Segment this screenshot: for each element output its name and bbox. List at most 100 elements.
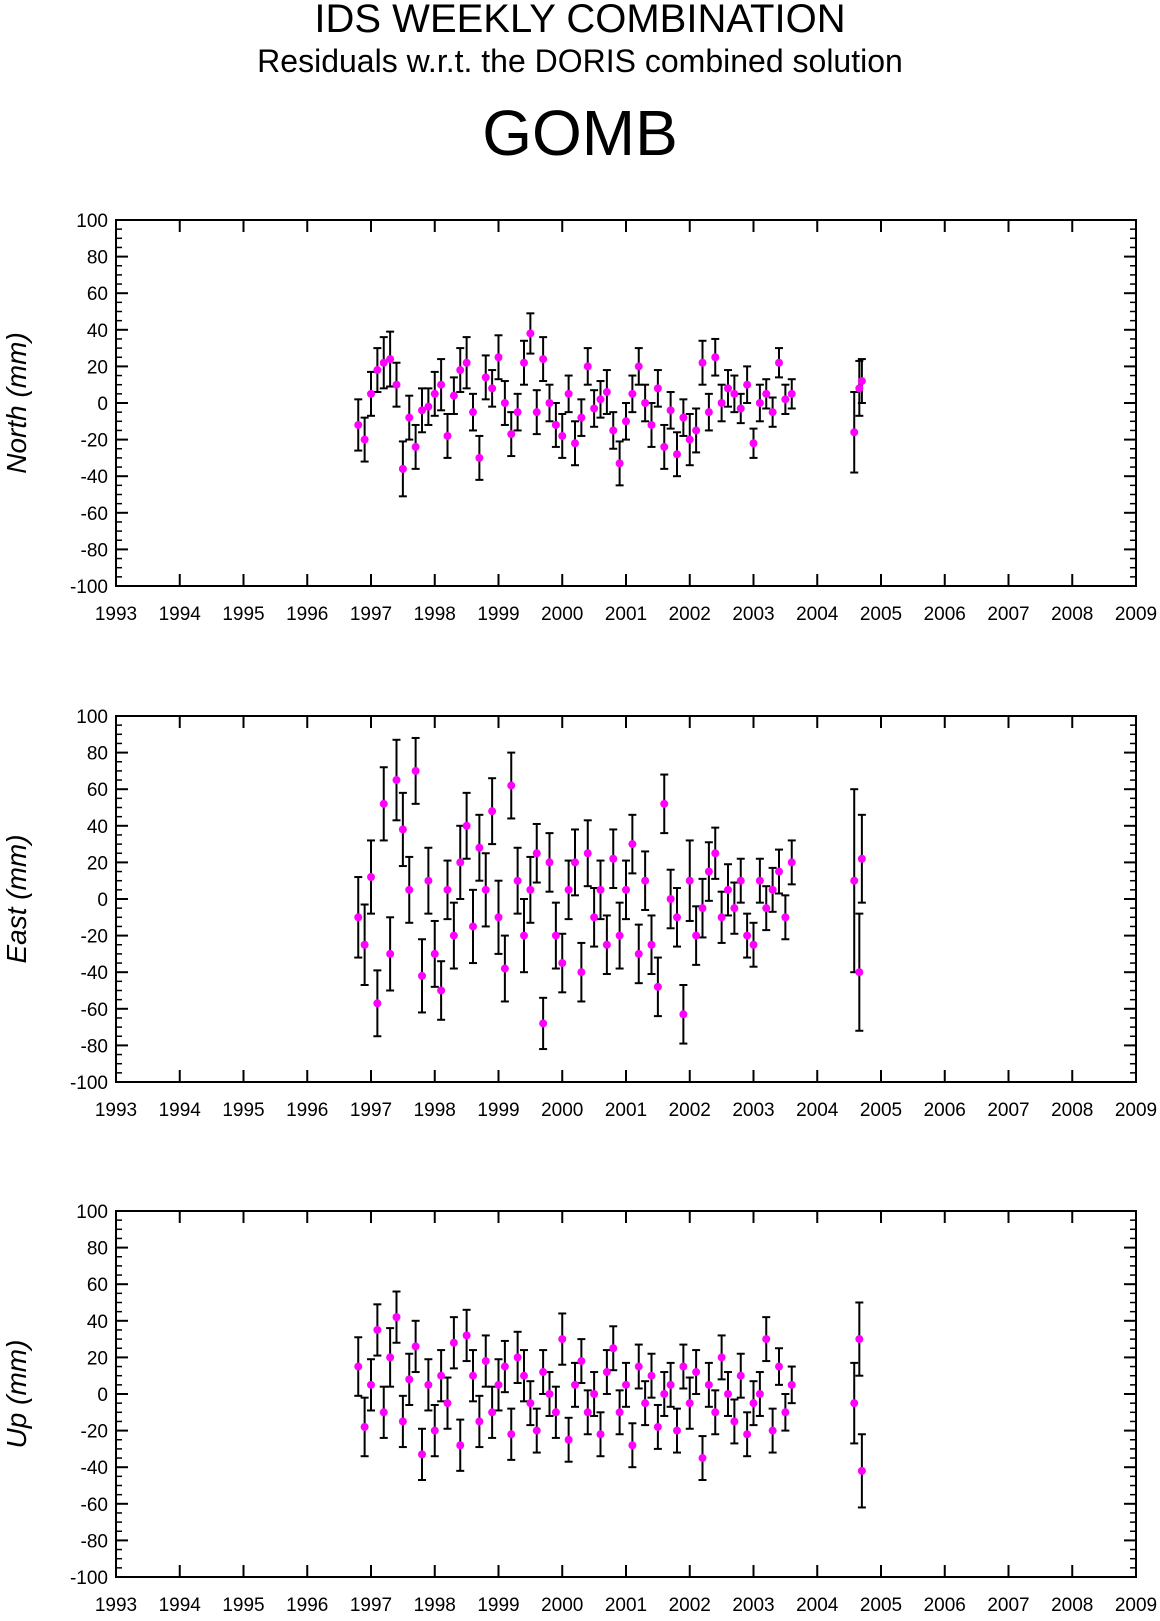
data-point	[762, 389, 771, 398]
data-point	[583, 362, 592, 371]
data-point	[647, 940, 656, 949]
data-point	[405, 885, 414, 894]
data-point	[379, 358, 388, 367]
data-point	[437, 380, 446, 389]
chart-panel-1: 1993 1994 1995 1996 1997 1998 1999 2000 2001 2002…	[1, 707, 1157, 1121]
data-point	[850, 428, 859, 437]
data-point	[386, 1353, 395, 1362]
data-point	[755, 399, 764, 407]
data-point	[673, 450, 681, 459]
y-tick-label: 80	[87, 1239, 108, 1260]
x-tick-label: 2007	[987, 1100, 1029, 1121]
x-tick-label: 1997	[350, 604, 392, 625]
y-tick-label: 40	[87, 817, 108, 838]
data-point	[539, 1019, 548, 1028]
data-point	[596, 395, 605, 404]
data-point	[679, 1010, 688, 1019]
data-point	[692, 426, 701, 435]
data-point	[673, 1426, 681, 1435]
x-tick-label: 2005	[860, 1595, 902, 1616]
x-tick-label: 1995	[222, 1100, 264, 1121]
y-tick-label: 20	[87, 1348, 108, 1369]
data-point	[596, 1430, 605, 1439]
data-point	[717, 1353, 726, 1362]
data-point	[539, 355, 548, 364]
data-point	[507, 781, 516, 790]
y-tick-label: 80	[87, 248, 108, 269]
data-point	[545, 858, 554, 867]
data-point	[418, 406, 426, 415]
data-point	[571, 439, 579, 448]
data-point	[660, 799, 669, 808]
data-point	[768, 408, 777, 417]
y-tick-label: 100	[76, 1202, 108, 1223]
y-axis-label: Up (mm)	[1, 1340, 32, 1449]
chart-panel-0: 1993 1994 1995 1996 1997 1998 1999 2000 2001 2002…	[1, 211, 1157, 625]
x-tick-label: 2008	[1051, 1595, 1093, 1616]
data-point	[724, 384, 732, 393]
data-point	[373, 366, 382, 375]
data-point	[787, 858, 796, 867]
data-point	[602, 940, 611, 949]
x-tick-label: 1999	[477, 604, 519, 625]
data-point	[494, 1380, 503, 1389]
data-point	[500, 1362, 509, 1371]
data-point	[392, 1313, 401, 1322]
data-point	[398, 1417, 407, 1426]
data-point	[717, 913, 726, 922]
data-point	[430, 949, 439, 958]
station-name: GOMB	[482, 97, 678, 169]
y-tick-label: -20	[81, 1422, 108, 1443]
data-point	[558, 431, 567, 440]
data-point	[405, 413, 414, 422]
data-point	[456, 1441, 465, 1450]
data-point	[449, 391, 458, 400]
data-point	[462, 821, 471, 830]
data-point	[850, 1399, 859, 1408]
data-point	[666, 1380, 675, 1389]
data-point	[855, 968, 864, 977]
x-tick-label: 2005	[860, 1100, 902, 1121]
x-tick-label: 2009	[1115, 1595, 1157, 1616]
data-point	[475, 453, 484, 462]
x-tick-label: 2002	[669, 1595, 711, 1616]
data-point	[673, 913, 681, 922]
x-tick-label: 2009	[1115, 1100, 1157, 1121]
y-tick-label: 100	[76, 707, 108, 728]
data-point	[469, 1371, 477, 1380]
data-point	[749, 940, 758, 949]
data-point	[583, 1408, 592, 1417]
y-tick-label: 100	[76, 211, 108, 232]
data-point	[405, 1375, 414, 1384]
data-point	[857, 1466, 866, 1475]
data-point	[622, 1380, 630, 1389]
chart-panel-2: 1993 1994 1995 1996 1997 1998 1999 2000 2001 2002…	[1, 1202, 1157, 1616]
data-point	[698, 904, 707, 913]
x-tick-label: 1998	[414, 604, 456, 625]
x-tick-label: 1996	[286, 604, 328, 625]
data-point	[571, 858, 579, 867]
data-point	[424, 1380, 433, 1389]
x-tick-label: 2002	[669, 1100, 711, 1121]
data-point	[590, 404, 599, 413]
data-point	[679, 1362, 688, 1371]
x-tick-label: 1994	[159, 1100, 202, 1121]
data-point	[685, 1399, 694, 1408]
data-point	[379, 799, 388, 808]
data-point	[775, 358, 783, 367]
data-point	[392, 380, 401, 389]
data-point	[564, 389, 573, 398]
data-point	[488, 807, 497, 816]
data-point	[494, 353, 503, 362]
data-point	[641, 876, 650, 885]
x-tick-label: 1996	[286, 1595, 328, 1616]
data-point	[520, 1371, 528, 1380]
data-point	[736, 1371, 745, 1380]
data-point	[462, 358, 471, 367]
data-point	[373, 999, 382, 1008]
data-point	[857, 377, 866, 386]
chart-subtitle: Residuals w.r.t. the DORIS combined solu…	[257, 43, 903, 79]
data-point	[730, 904, 739, 913]
data-point	[736, 404, 745, 413]
